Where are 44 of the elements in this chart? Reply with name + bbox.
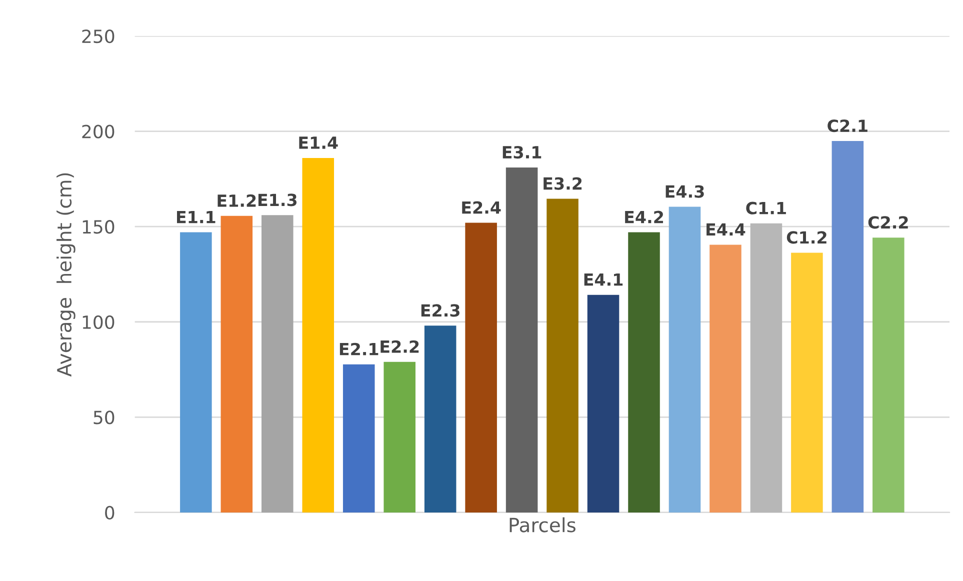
- bar: [220, 216, 253, 512]
- y-tick-label: 50: [94, 410, 114, 424]
- bar: [628, 232, 660, 512]
- series-label: E1.1: [177, 210, 216, 224]
- bar: [791, 252, 823, 512]
- series-label: E2.4: [462, 201, 501, 214]
- bar: [384, 362, 416, 512]
- bar: [668, 206, 701, 512]
- y-tick-label: 150: [82, 220, 114, 234]
- series-label: E4.2: [625, 210, 664, 224]
- x-axis-title: Parcels: [510, 517, 576, 532]
- bar: [506, 168, 538, 512]
- bar: [832, 141, 864, 512]
- series-label: E4.1: [584, 273, 623, 286]
- series-label: E2.3: [421, 304, 460, 317]
- series-label: C1.1: [746, 202, 786, 214]
- series-label: C2.1: [828, 119, 868, 132]
- bar: [302, 158, 334, 512]
- series-label: E1.4: [299, 136, 338, 149]
- series-label: E3.1: [502, 146, 542, 159]
- series-label: E2.2: [380, 340, 419, 353]
- bar: [342, 364, 375, 512]
- y-axis-title: Average height (cm): [56, 173, 76, 377]
- series-label: E3.2: [544, 177, 582, 190]
- bar: [587, 294, 620, 512]
- series-label: E1.2: [218, 194, 256, 207]
- bar: [710, 244, 742, 512]
- bar: [750, 223, 782, 512]
- bar: [262, 215, 294, 512]
- bar: [546, 198, 578, 512]
- series-label: E4.3: [666, 185, 704, 198]
- series-label: E2.1: [340, 342, 378, 356]
- bar: [872, 238, 904, 512]
- bar: [465, 222, 497, 512]
- y-tick-label: 200: [82, 124, 114, 138]
- y-tick-label: 250: [82, 29, 114, 44]
- y-tick-label: 100: [82, 315, 114, 329]
- y-tick-label: 0: [105, 506, 114, 520]
- bar: [424, 326, 456, 512]
- series-label: C1.2: [786, 231, 826, 244]
- series-label: E4.4: [706, 223, 746, 236]
- series-label: E1.3: [258, 194, 297, 206]
- bar: [180, 232, 212, 512]
- series-label: C2.2: [868, 216, 908, 229]
